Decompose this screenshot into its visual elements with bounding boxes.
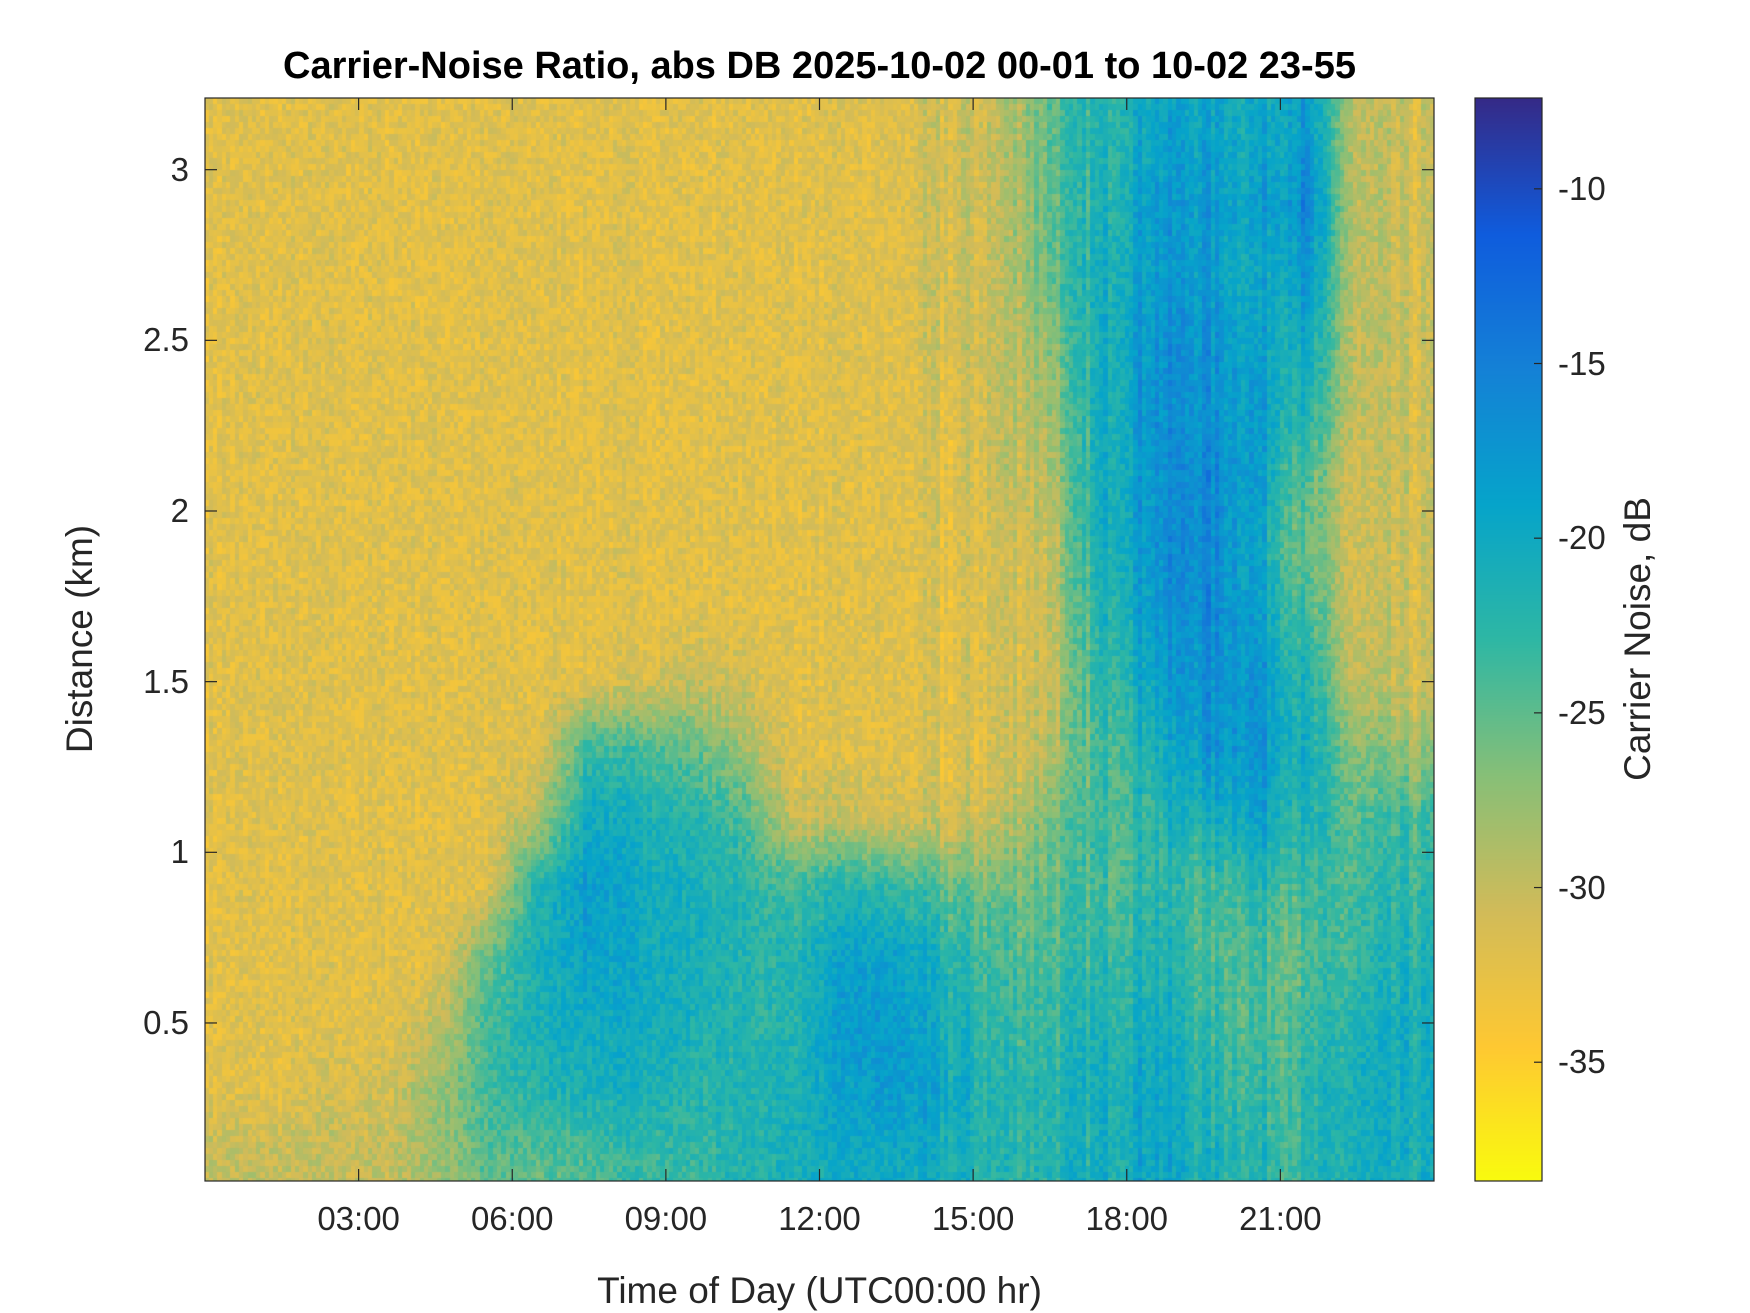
colorbar-tick-label: -10 <box>1558 169 1606 207</box>
x-axis-label: Time of Day (UTC00:00 hr) <box>597 1270 1042 1311</box>
x-tick-label: 09:00 <box>624 1200 708 1237</box>
colorbar-tick-label: -15 <box>1558 344 1606 382</box>
y-tick-label: 2 <box>170 491 189 529</box>
y-tick-label: 1.5 <box>143 662 189 700</box>
chart-title: Carrier-Noise Ratio, abs DB 2025-10-02 0… <box>283 45 1356 87</box>
heatmap-image <box>205 98 1434 1181</box>
colorbar <box>1475 98 1542 1181</box>
colorbar-border <box>1474 97 1543 1182</box>
y-tick-label: 1 <box>170 833 189 871</box>
x-tick-label: 06:00 <box>470 1200 554 1237</box>
x-tick-label: 12:00 <box>778 1200 861 1237</box>
x-tick-label: 21:00 <box>1239 1200 1322 1237</box>
colorbar-tick-label: -30 <box>1558 868 1606 906</box>
colorbar-label: Carrier Noise, dB <box>1617 497 1658 781</box>
y-tick-label: 2.5 <box>143 321 189 359</box>
y-axis-label: Distance (km) <box>59 524 100 754</box>
y-tick-label: 3 <box>170 150 189 188</box>
x-tick-label: 03:00 <box>317 1200 400 1237</box>
x-tick-label: 18:00 <box>1085 1200 1169 1237</box>
y-tick-label: 0.5 <box>143 1003 189 1041</box>
plot-border <box>204 97 1435 1182</box>
colorbar-tick-label: -25 <box>1558 693 1606 731</box>
plot-area <box>205 98 1434 1181</box>
colorbar-tick-label: -20 <box>1558 519 1606 557</box>
x-tick-label: 15:00 <box>931 1200 1015 1237</box>
colorbar-tick-label: -35 <box>1558 1043 1606 1081</box>
